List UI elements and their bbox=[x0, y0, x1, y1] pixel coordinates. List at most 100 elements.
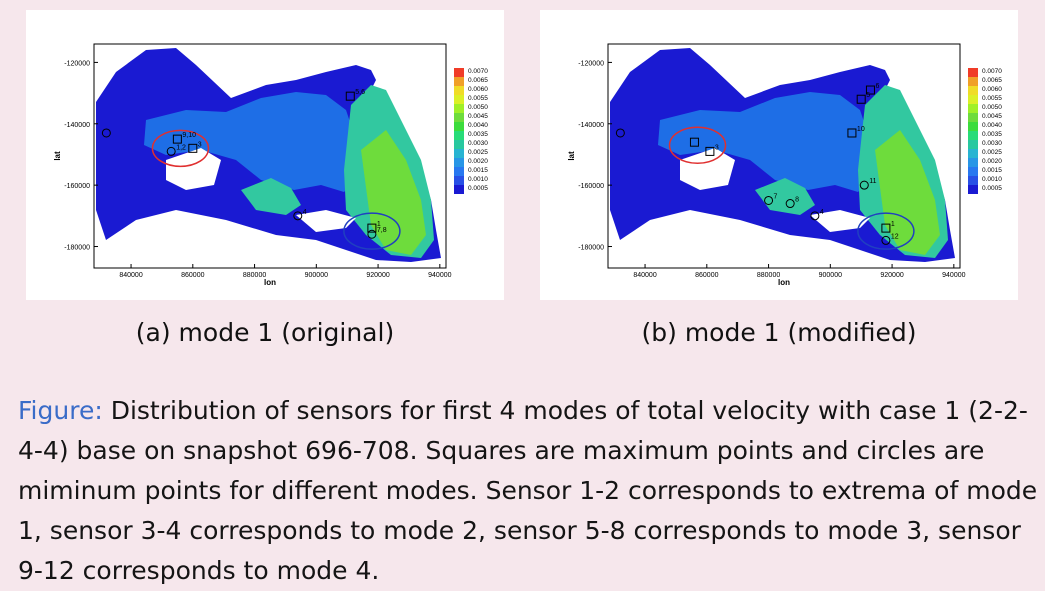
x-tick-label: 940000 bbox=[942, 272, 965, 279]
sensor-label: 1,2 bbox=[176, 144, 186, 151]
colorbar-swatch bbox=[968, 167, 978, 176]
sensor-square bbox=[847, 128, 857, 138]
x-tick-label: 880000 bbox=[243, 272, 266, 279]
colorbar-swatch bbox=[968, 149, 978, 158]
x-tick-label: 840000 bbox=[633, 272, 656, 279]
colorbar-label: 0.0045 bbox=[468, 113, 488, 120]
sensor-label: 1 bbox=[377, 221, 381, 228]
sensor-circle bbox=[166, 146, 176, 156]
colorbar-swatch bbox=[454, 77, 464, 86]
colorbar-swatch bbox=[454, 95, 464, 104]
y-axis-label: lat bbox=[53, 151, 62, 161]
velocity-field bbox=[96, 48, 441, 262]
colorbar-label: 0.0030 bbox=[982, 140, 1002, 147]
colorbar-label: 0.0005 bbox=[982, 185, 1002, 192]
sensor-circle bbox=[101, 128, 111, 138]
x-tick-label: 920000 bbox=[366, 272, 389, 279]
field-mid-patch bbox=[241, 178, 301, 215]
x-axis-label: lon bbox=[778, 278, 790, 287]
colorbar-swatch bbox=[454, 86, 464, 95]
sensor-circle bbox=[810, 211, 820, 221]
colorbar-swatch bbox=[968, 95, 978, 104]
colorbar-swatch bbox=[454, 167, 464, 176]
colorbar-swatch bbox=[454, 131, 464, 140]
highlight-ellipse bbox=[343, 212, 401, 250]
colorbar-swatch bbox=[454, 176, 464, 185]
colorbar-label: 0.0040 bbox=[982, 122, 1002, 129]
colorbar-swatch bbox=[454, 185, 464, 194]
colorbar-label: 0.0010 bbox=[468, 176, 488, 183]
colorbar-label: 0.0060 bbox=[982, 86, 1002, 93]
sensor-circle bbox=[881, 235, 891, 245]
figure-caption: Figure: Distribution of sensors for firs… bbox=[18, 391, 1038, 591]
colorbar-swatch bbox=[968, 185, 978, 194]
sensor-label: 12 bbox=[891, 233, 899, 240]
x-tick-label: 860000 bbox=[181, 272, 204, 279]
sensor-label: 10 bbox=[857, 126, 865, 133]
y-axis-label: lat bbox=[567, 151, 576, 161]
sensor-label: 6 bbox=[875, 83, 879, 90]
colorbar-label: 0.0065 bbox=[468, 77, 488, 84]
figure-label: Figure: bbox=[18, 396, 103, 425]
field-high-region bbox=[875, 130, 940, 255]
colorbar-swatch bbox=[454, 122, 464, 131]
subfigure-caption-b: (b) mode 1 (modified) bbox=[641, 318, 917, 347]
x-tick-label: 860000 bbox=[695, 272, 718, 279]
colorbar-label: 0.0040 bbox=[468, 122, 488, 129]
colorbar-label: 0.0020 bbox=[982, 158, 1002, 165]
colorbar-swatch bbox=[968, 158, 978, 167]
map-panel-a: 840000 860000 880000 900000 920000 940000 -120… bbox=[26, 10, 504, 300]
sensor-circle bbox=[367, 229, 377, 239]
y-tick-label: -180000 bbox=[578, 245, 604, 252]
sensor-label: 7 bbox=[774, 193, 778, 200]
colorbar-label: 0.0070 bbox=[982, 68, 1002, 75]
colorbar-swatch bbox=[968, 131, 978, 140]
y-tick-label: -140000 bbox=[64, 122, 90, 129]
x-axis-label: lon bbox=[264, 278, 276, 287]
colorbar-label: 0.0060 bbox=[468, 86, 488, 93]
colorbar-swatch bbox=[454, 149, 464, 158]
colorbar-swatch bbox=[968, 86, 978, 95]
y-tick-label: -160000 bbox=[64, 183, 90, 190]
colorbar-label: 0.0005 bbox=[468, 185, 488, 192]
colorbar-swatch bbox=[968, 140, 978, 149]
field-midlow-region bbox=[144, 92, 361, 192]
field-mid-patch bbox=[755, 178, 815, 215]
sensor-circle bbox=[859, 180, 869, 190]
plot-frame bbox=[93, 43, 447, 269]
figure-caption-text: Distribution of sensors for first 4 mode… bbox=[18, 396, 1038, 585]
colorbar-label: 0.0070 bbox=[468, 68, 488, 75]
sensor-circle bbox=[764, 195, 774, 205]
x-tick-label: 940000 bbox=[428, 272, 451, 279]
field-midlow-region bbox=[658, 92, 875, 192]
colorbar-swatch bbox=[454, 140, 464, 149]
sensor-label: 11 bbox=[869, 178, 876, 185]
plot-frame bbox=[607, 43, 961, 269]
y-tick-label: -180000 bbox=[64, 245, 90, 252]
sensor-square bbox=[856, 94, 866, 104]
colorbar-swatch bbox=[454, 104, 464, 113]
colorbar-label: 0.0035 bbox=[468, 131, 488, 138]
x-tick-label: 900000 bbox=[305, 272, 328, 279]
y-tick-label: -160000 bbox=[578, 183, 604, 190]
y-tick-label: -120000 bbox=[578, 60, 604, 67]
sensor-square bbox=[367, 223, 377, 233]
sensor-square bbox=[881, 223, 891, 233]
subfigure-caption-a: (a) mode 1 (original) bbox=[135, 318, 395, 347]
colorbar-label: 0.0015 bbox=[468, 167, 488, 174]
highlight-ellipse bbox=[151, 129, 210, 168]
sensor-square bbox=[188, 143, 198, 153]
sensor-square bbox=[865, 85, 875, 95]
velocity-field bbox=[610, 48, 955, 262]
colorbar-swatch bbox=[454, 158, 464, 167]
colorbar-swatch bbox=[968, 122, 978, 131]
sensor-label: 3 bbox=[198, 141, 202, 148]
colorbar-label: 0.0050 bbox=[982, 104, 1002, 111]
highlight-ellipse bbox=[668, 126, 727, 165]
colorbar-swatch bbox=[454, 68, 464, 77]
colorbar-swatch bbox=[968, 104, 978, 113]
sensor-circle bbox=[615, 128, 625, 138]
map-panel-b: 840000 860000 880000 900000 920000 940000 -120… bbox=[540, 10, 1018, 300]
x-tick-label: 920000 bbox=[880, 272, 903, 279]
colorbar-label: 0.0035 bbox=[982, 131, 1002, 138]
